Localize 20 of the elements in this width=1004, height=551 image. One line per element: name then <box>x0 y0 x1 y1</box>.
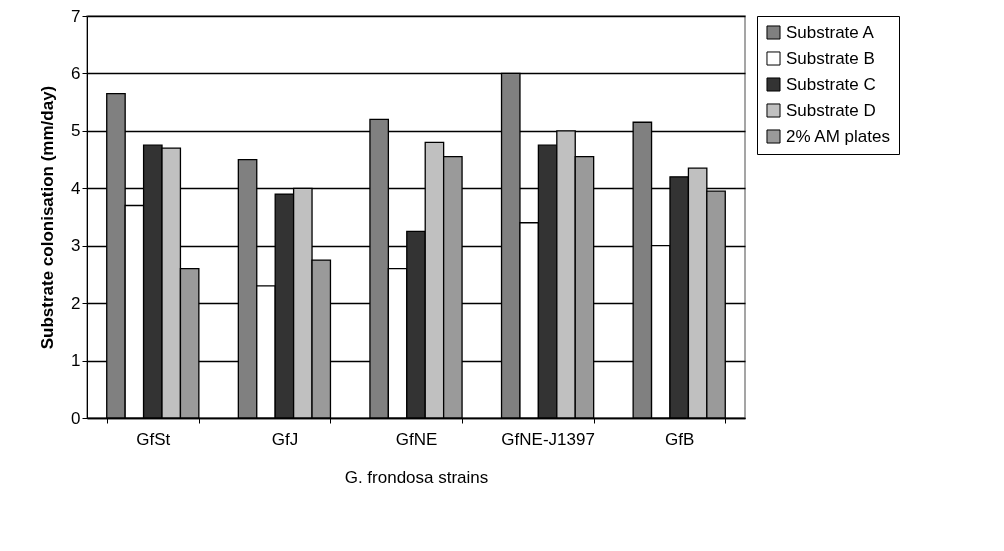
x-tick-label: GfNE-J1397 <box>501 429 595 449</box>
x-tick-label: GfSt <box>136 429 171 449</box>
legend-label: Substrate B <box>786 48 875 68</box>
y-tick-label: 3 <box>71 236 81 256</box>
y-tick-label: 2 <box>71 293 81 313</box>
y-axis-title: Substrate colonisation (mm/day) <box>38 85 58 350</box>
legend-label: Substrate C <box>786 74 876 94</box>
legend-label: Substrate A <box>786 22 875 42</box>
x-tick-label: GfNE <box>395 429 438 449</box>
y-tick-label: 5 <box>71 121 81 141</box>
y-tick-label: 6 <box>71 63 81 83</box>
legend-label: 2% AM plates <box>786 126 890 146</box>
x-tick-label: GfJ <box>271 429 299 449</box>
x-axis-title: G. frondosa strains <box>344 467 489 487</box>
y-tick-label: 1 <box>71 351 81 371</box>
y-tick-label: 4 <box>71 178 81 198</box>
x-tick-label: GfB <box>665 429 695 449</box>
y-tick-label: 0 <box>71 408 81 428</box>
y-tick-label: 7 <box>71 6 81 26</box>
legend-label: Substrate D <box>786 100 876 120</box>
